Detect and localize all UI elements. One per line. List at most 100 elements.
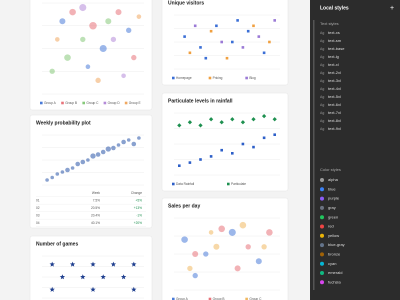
- point: [220, 40, 223, 44]
- bubble: [234, 265, 241, 272]
- legend-label: Group B: [213, 297, 225, 300]
- bubble: [95, 77, 101, 84]
- bubble: [64, 54, 71, 61]
- point: [193, 24, 197, 28]
- color-swatch: [320, 233, 324, 238]
- legend-label: Group A: [176, 297, 189, 300]
- bubble: [266, 229, 273, 236]
- bubble: [181, 236, 188, 243]
- legend-label: Particulate: [231, 182, 246, 186]
- color-swatch: [320, 196, 324, 201]
- text-style[interactable]: text-8xl: [328, 118, 341, 123]
- table-cell: 03: [36, 213, 40, 217]
- bubble: [192, 251, 199, 257]
- card: [29, 0, 153, 111]
- style-icon: Ag: [320, 55, 324, 59]
- text-style[interactable]: text-6xl: [328, 102, 341, 107]
- text-style[interactable]: text-5xl: [328, 94, 341, 99]
- color-style[interactable]: gray: [328, 205, 336, 210]
- bubble: [126, 138, 131, 142]
- bubble: [192, 272, 198, 279]
- point: [273, 133, 276, 136]
- color-swatch: [320, 243, 324, 248]
- text-style[interactable]: text-4xl: [328, 86, 341, 91]
- point: [183, 35, 186, 38]
- bubble: [245, 244, 251, 250]
- point: [273, 19, 276, 22]
- point: [199, 158, 202, 161]
- point: [187, 120, 193, 125]
- text-style[interactable]: text-2xl: [328, 70, 341, 75]
- bubble: [45, 178, 49, 182]
- point: [236, 19, 239, 22]
- style-icon: Ag: [320, 111, 324, 115]
- color-style[interactable]: purple: [328, 196, 340, 201]
- point: [110, 261, 117, 267]
- bubble: [261, 244, 267, 250]
- legend-label: Data Rainfall: [176, 182, 195, 186]
- text-style[interactable]: text-xl: [328, 62, 339, 67]
- text-style[interactable]: text-7xl: [328, 110, 341, 115]
- point: [230, 117, 235, 122]
- table-cell: +5%: [136, 198, 143, 202]
- point: [49, 261, 55, 267]
- color-style[interactable]: blue: [328, 186, 336, 191]
- card: [29, 114, 153, 229]
- style-icon: Ag: [320, 71, 324, 75]
- point: [252, 24, 255, 28]
- color-style[interactable]: alpha: [328, 177, 339, 182]
- color-style[interactable]: cyan: [328, 261, 336, 266]
- text-style[interactable]: text-lg: [328, 54, 339, 59]
- bubble: [203, 251, 209, 257]
- bubble: [69, 8, 76, 16]
- section-title: Color styles: [320, 167, 341, 172]
- section-title: Text styles: [320, 21, 339, 26]
- point: [178, 164, 181, 167]
- color-style[interactable]: blue-gray: [328, 242, 345, 247]
- table-cell: +20%: [134, 221, 142, 225]
- bubble: [95, 152, 101, 157]
- color-style[interactable]: yellow: [328, 233, 339, 238]
- table-cell: Week: [92, 191, 100, 195]
- style-icon: Ag: [320, 47, 324, 51]
- color-style[interactable]: fuchsia: [328, 279, 341, 284]
- color-swatch: [320, 252, 324, 257]
- point: [80, 274, 86, 280]
- point: [220, 148, 223, 152]
- text-style[interactable]: text-3xl: [328, 78, 341, 83]
- point: [262, 136, 266, 140]
- point: [90, 286, 96, 292]
- color-style[interactable]: green: [328, 214, 338, 219]
- legend-label: Blog: [249, 76, 256, 80]
- bubble: [137, 136, 141, 140]
- point: [131, 261, 137, 267]
- table-cell: 01: [36, 198, 40, 202]
- text-style[interactable]: text-xs: [328, 30, 340, 35]
- add-button[interactable]: +: [390, 5, 394, 12]
- bubble: [121, 139, 126, 145]
- bubble: [121, 73, 126, 79]
- bubble: [89, 21, 97, 30]
- color-style[interactable]: bronze: [328, 251, 341, 256]
- text-style[interactable]: text-base: [328, 46, 345, 51]
- color-swatch: [320, 215, 324, 220]
- card-title: Particulate levels in rainfall: [168, 98, 233, 104]
- color-style[interactable]: red: [328, 224, 334, 229]
- bubble: [187, 265, 193, 272]
- legend-swatch: [208, 76, 212, 80]
- legend-swatch: [245, 76, 248, 80]
- card-title: Sales per day: [168, 203, 200, 209]
- style-icon: Ag: [320, 87, 324, 91]
- sidebar: [310, 0, 400, 300]
- bubble: [218, 225, 225, 233]
- legend-swatch: [245, 297, 248, 300]
- bubble: [100, 149, 106, 155]
- text-style[interactable]: text-9xl: [328, 126, 341, 131]
- color-style[interactable]: emerald: [328, 270, 342, 275]
- bubble: [116, 143, 121, 147]
- bubble: [49, 68, 55, 74]
- legend-label: Group D: [108, 101, 121, 105]
- point: [204, 56, 208, 60]
- text-style[interactable]: text-sm: [328, 38, 342, 43]
- bubble: [131, 54, 137, 61]
